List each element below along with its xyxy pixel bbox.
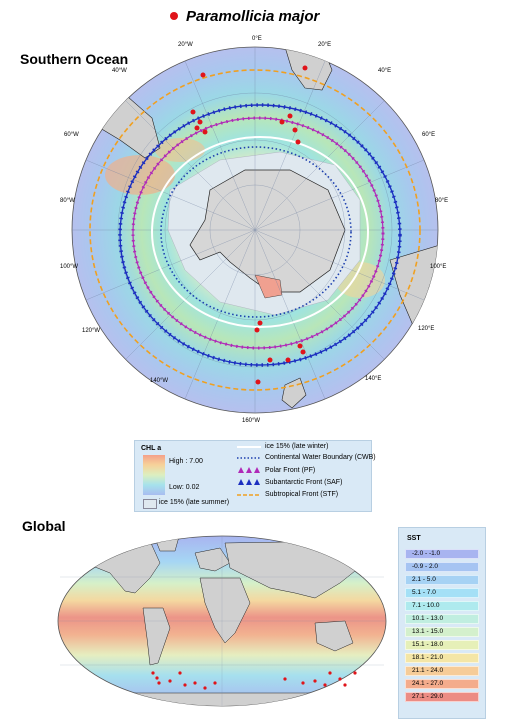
meridian-label: 100°W	[60, 264, 78, 270]
sst-range-swatch: -2.0 - -1.0	[405, 548, 479, 559]
meridian-label: 140°E	[365, 376, 381, 382]
meridian-label: 40°W	[112, 68, 127, 74]
australia-global-landmass	[314, 620, 354, 652]
chl-high-label: High : 7.00	[169, 458, 203, 465]
species-marker-icon	[170, 12, 178, 20]
meridian-label: 80°E	[435, 198, 448, 204]
winter-ice-label: ice 15% (late winter)	[265, 443, 329, 450]
subantarctic-front-label: Subantarctic Front (SAF)	[265, 479, 343, 486]
global-occurrences	[151, 671, 357, 690]
sst-range-swatch: 10.1 - 13.0	[405, 613, 479, 624]
front-swatches	[237, 446, 261, 496]
meridian-label: 40°E	[378, 68, 391, 74]
meridian-label: 100°E	[430, 264, 446, 270]
africa-global-landmass	[199, 577, 251, 644]
southern-ocean-map: 0°E 20°E 40°E 60°E 80°E 100°E 120°E 140°…	[60, 36, 448, 424]
sst-range-swatch: 2.1 - 5.0	[405, 574, 479, 585]
cwb-label: Continental Water Boundary (CWB)	[265, 454, 376, 461]
south-america-global-landmass	[142, 607, 171, 666]
sst-range-swatch: 7.1 - 10.0	[405, 600, 479, 611]
new-zealand-landmass	[281, 377, 307, 409]
meridian-label: 160°W	[242, 418, 260, 424]
species-name: Paramollicia major	[186, 7, 320, 25]
cwb-line	[160, 146, 352, 318]
sst-range-swatch: 13.1 - 15.0	[405, 626, 479, 637]
subtropical-front-line	[89, 69, 421, 391]
meridian-label: 60°E	[422, 132, 435, 138]
meridian-label: 0°E	[252, 36, 262, 42]
sst-range-swatch: -0.9 - 2.0	[405, 561, 479, 572]
polar-front-label: Polar Front (PF)	[265, 467, 316, 474]
southern-ocean-legend: CHL a High : 7.00 Low: 0.02 ice 15% (lat…	[134, 440, 376, 512]
meridian-label: 140°W	[150, 378, 168, 384]
chl-low-label: Low: 0.02	[169, 484, 200, 491]
antarctica-global-landmass	[74, 692, 376, 706]
chl-title: CHL a	[141, 445, 162, 452]
winter-ice-line	[151, 136, 369, 328]
sst-title: SST	[407, 535, 421, 542]
europe-landmass	[194, 547, 231, 572]
polar-front-triangles	[131, 116, 385, 350]
sst-legend: SST -2.0 - -1.0 -0.9 - 2.0 2.1 - 5.0 5.1…	[398, 527, 486, 719]
sst-range-swatch: 5.1 - 7.0	[405, 587, 479, 598]
summer-ice-label: ice 15% (late summer)	[159, 499, 230, 506]
meridian-label: 120°W	[82, 328, 100, 334]
meridian-label: 20°W	[178, 42, 193, 48]
sst-range-swatch: 21.1 - 24.0	[405, 665, 479, 676]
subtropical-front-label: Subtropical Front (STF)	[265, 491, 339, 498]
sst-range-swatch: 18.1 - 21.0	[405, 652, 479, 663]
global-sst-map	[57, 535, 387, 707]
sst-range-swatch: 24.1 - 27.0	[405, 678, 479, 689]
sst-range-swatch: 15.1 - 18.0	[405, 639, 479, 650]
sst-range-swatch: 27.1 - 29.0	[405, 691, 479, 702]
chl-high-patch	[155, 138, 205, 162]
map-title: Paramollicia major	[170, 6, 319, 26]
subantarctic-front-triangles	[118, 103, 402, 367]
summer-ice-swatch	[143, 499, 157, 509]
polar-front-swatch	[238, 467, 260, 473]
chl-gradient-bar	[143, 455, 165, 495]
species-occurrences	[190, 65, 308, 385]
meridian-label: 80°W	[60, 198, 75, 204]
global-graticule	[58, 536, 386, 706]
southern-ocean-title: Southern Ocean	[20, 51, 129, 67]
meridian-label: 60°W	[64, 132, 79, 138]
meridian-label: 120°E	[418, 326, 434, 332]
meridian-label: 20°E	[318, 42, 331, 48]
global-title: Global	[22, 518, 66, 534]
subantarctic-front-swatch	[238, 479, 260, 485]
